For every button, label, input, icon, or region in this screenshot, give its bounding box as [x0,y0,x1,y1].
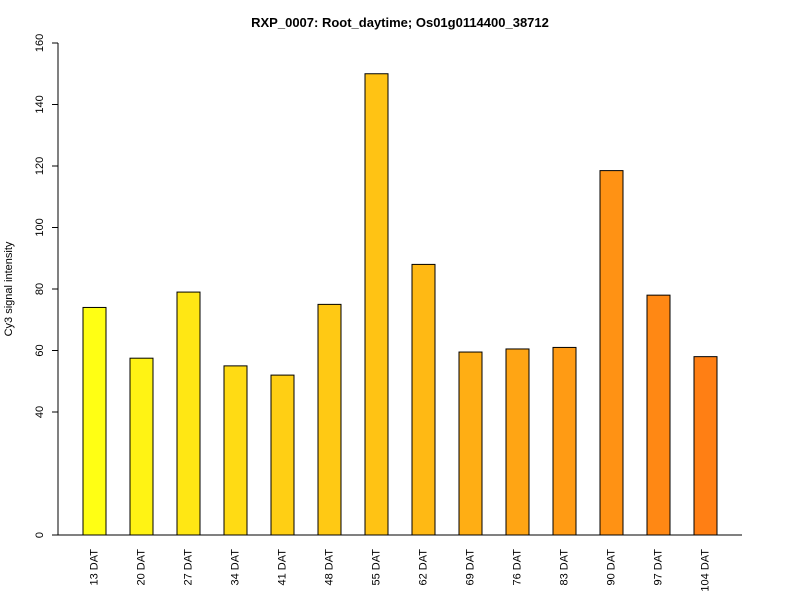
bar [505,348,530,536]
y-axis: 0 40 60 80 100 120 140 160 [34,34,59,538]
y-tick-label: 60 [34,344,46,356]
bar [599,170,624,536]
x-tick-label: 104 DAT [699,549,711,592]
bar [317,303,342,536]
x-tick-label: 62 DAT [417,549,429,586]
y-tick-label: 140 [34,95,46,113]
x-tick-label: 69 DAT [464,549,476,586]
x-tick-label: 27 DAT [182,549,194,586]
bar [82,306,107,536]
x-tick-label: 76 DAT [511,549,523,586]
x-tick-label: 41 DAT [276,549,288,586]
y-axis-label: Cy3 signal intensity [3,241,15,336]
bars [82,73,718,536]
bar [176,291,201,536]
y-tick-label: 160 [34,34,46,52]
y-tick-label: 40 [34,406,46,418]
bar [552,346,577,536]
chart-title: RXP_0007: Root_daytime; Os01g0114400_387… [251,15,549,30]
x-tick-label: 34 DAT [229,549,241,586]
bar [223,365,248,536]
x-tick-label: 13 DAT [88,549,100,586]
x-tick-label: 90 DAT [605,549,617,586]
x-tick-label: 83 DAT [558,549,570,586]
bar [646,294,671,536]
bar [411,263,436,536]
x-tick-label: 55 DAT [370,549,382,586]
bar [364,73,389,536]
bar [270,374,295,536]
y-tick-label: 120 [34,157,46,175]
x-axis: 13 DAT 20 DAT 27 DAT 34 DAT 41 DAT 48 DAT 55 D… [58,534,742,592]
x-tick-label: 48 DAT [323,549,335,586]
bar [693,356,718,536]
y-tick-label: 0 [34,532,46,538]
x-tick-label: 20 DAT [135,549,147,586]
y-tick-label: 80 [34,283,46,295]
x-tick-label: 97 DAT [652,549,664,586]
bar [458,351,483,536]
bar [129,357,154,536]
y-tick-label: 100 [34,218,46,236]
